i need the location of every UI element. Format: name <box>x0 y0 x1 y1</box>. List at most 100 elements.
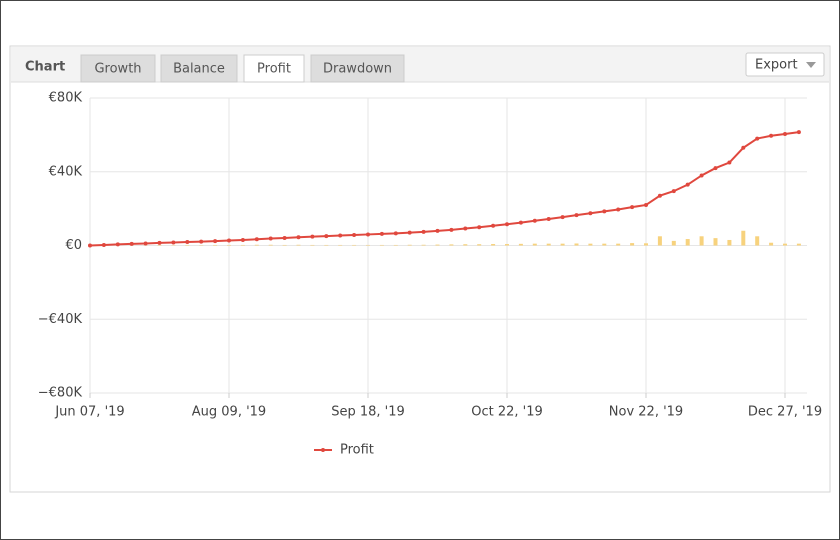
point-marker <box>366 232 370 237</box>
panel-label: Chart <box>25 60 65 75</box>
bar <box>755 236 760 246</box>
bar <box>435 244 440 246</box>
point-marker <box>546 216 551 221</box>
point-marker <box>796 130 801 135</box>
bar <box>616 243 621 246</box>
bar <box>769 242 774 246</box>
bar <box>602 243 607 246</box>
bar <box>213 244 218 246</box>
point-marker <box>560 215 565 220</box>
x-tick-label: Oct 22, '19 <box>471 405 543 420</box>
bar <box>366 244 370 246</box>
export-arrow <box>806 62 816 68</box>
point-marker <box>602 209 607 214</box>
bar <box>477 244 482 246</box>
bar <box>268 244 273 246</box>
point-marker <box>644 202 648 207</box>
y-tick-label: €40K <box>49 164 83 179</box>
point-marker <box>769 133 774 138</box>
bar <box>393 244 398 246</box>
tab-label[interactable]: Drawdown <box>323 62 392 77</box>
point-marker <box>421 229 426 234</box>
bar <box>254 244 259 246</box>
bar <box>741 230 746 246</box>
point-marker <box>755 136 760 141</box>
point-marker <box>463 226 468 231</box>
point-marker <box>338 233 343 238</box>
export-label[interactable]: Export <box>755 58 798 73</box>
point-marker <box>518 220 523 225</box>
x-tick-label: Jun 07, '19 <box>54 405 124 420</box>
point-marker <box>268 236 273 241</box>
point-marker <box>213 239 218 244</box>
bar <box>783 243 787 246</box>
point-marker <box>477 225 482 230</box>
bar <box>296 244 301 246</box>
point-marker <box>532 218 537 223</box>
bar <box>505 244 509 246</box>
point-marker <box>171 240 176 245</box>
point-marker <box>129 241 134 246</box>
point-marker <box>254 237 259 242</box>
panel <box>9 45 831 493</box>
point-marker <box>574 213 579 218</box>
tab[interactable] <box>80 54 156 83</box>
y-tick-label: €0 <box>65 238 82 253</box>
tab-label[interactable]: Balance <box>173 62 225 77</box>
bar <box>546 243 551 246</box>
tab[interactable] <box>310 54 405 83</box>
x-tick-label: Dec 27, '19 <box>748 405 822 420</box>
bar <box>491 244 496 246</box>
export-button[interactable] <box>745 52 825 77</box>
bar <box>699 236 704 246</box>
bar <box>574 243 579 246</box>
point-marker <box>588 211 593 216</box>
point-marker <box>671 189 676 194</box>
tab-label[interactable]: Growth <box>94 62 141 77</box>
bar <box>310 244 315 246</box>
bar <box>463 244 468 246</box>
point-marker <box>185 239 190 244</box>
point-marker <box>393 231 398 236</box>
bar <box>588 243 593 246</box>
point-marker <box>435 228 440 233</box>
bar <box>157 244 162 246</box>
y-tick-label: −€40K <box>38 312 83 327</box>
point-marker <box>685 182 690 187</box>
x-tick-label: Aug 09, '19 <box>192 405 266 420</box>
bar <box>379 244 384 246</box>
point-marker <box>324 234 329 239</box>
point-marker <box>449 227 454 232</box>
bar <box>560 243 565 246</box>
point-marker <box>227 238 231 243</box>
point-marker <box>143 241 148 246</box>
profit-line <box>89 131 800 247</box>
tab-label[interactable]: Profit <box>257 62 291 77</box>
bar <box>449 244 454 246</box>
bar <box>657 236 662 246</box>
bar <box>282 244 287 246</box>
tab[interactable] <box>243 54 305 83</box>
point-marker <box>157 240 162 245</box>
point-marker <box>727 160 732 165</box>
point-marker <box>491 223 496 228</box>
point-marker <box>282 235 287 240</box>
point-marker <box>630 205 635 210</box>
bar <box>644 243 648 246</box>
legend-label[interactable]: Profit <box>340 443 374 458</box>
bar <box>421 244 426 246</box>
y-tick-label: −€80K <box>38 386 83 401</box>
bar <box>240 244 245 246</box>
point-marker <box>88 243 92 248</box>
tab[interactable] <box>160 54 238 83</box>
bar <box>338 244 343 246</box>
point-marker <box>199 239 204 244</box>
bar <box>532 243 537 246</box>
point-marker <box>783 131 787 136</box>
bar <box>407 244 412 246</box>
x-tick-label: Sep 18, '19 <box>331 405 405 420</box>
legend-marker <box>321 448 325 452</box>
x-tick-label: Nov 22, '19 <box>609 405 683 420</box>
